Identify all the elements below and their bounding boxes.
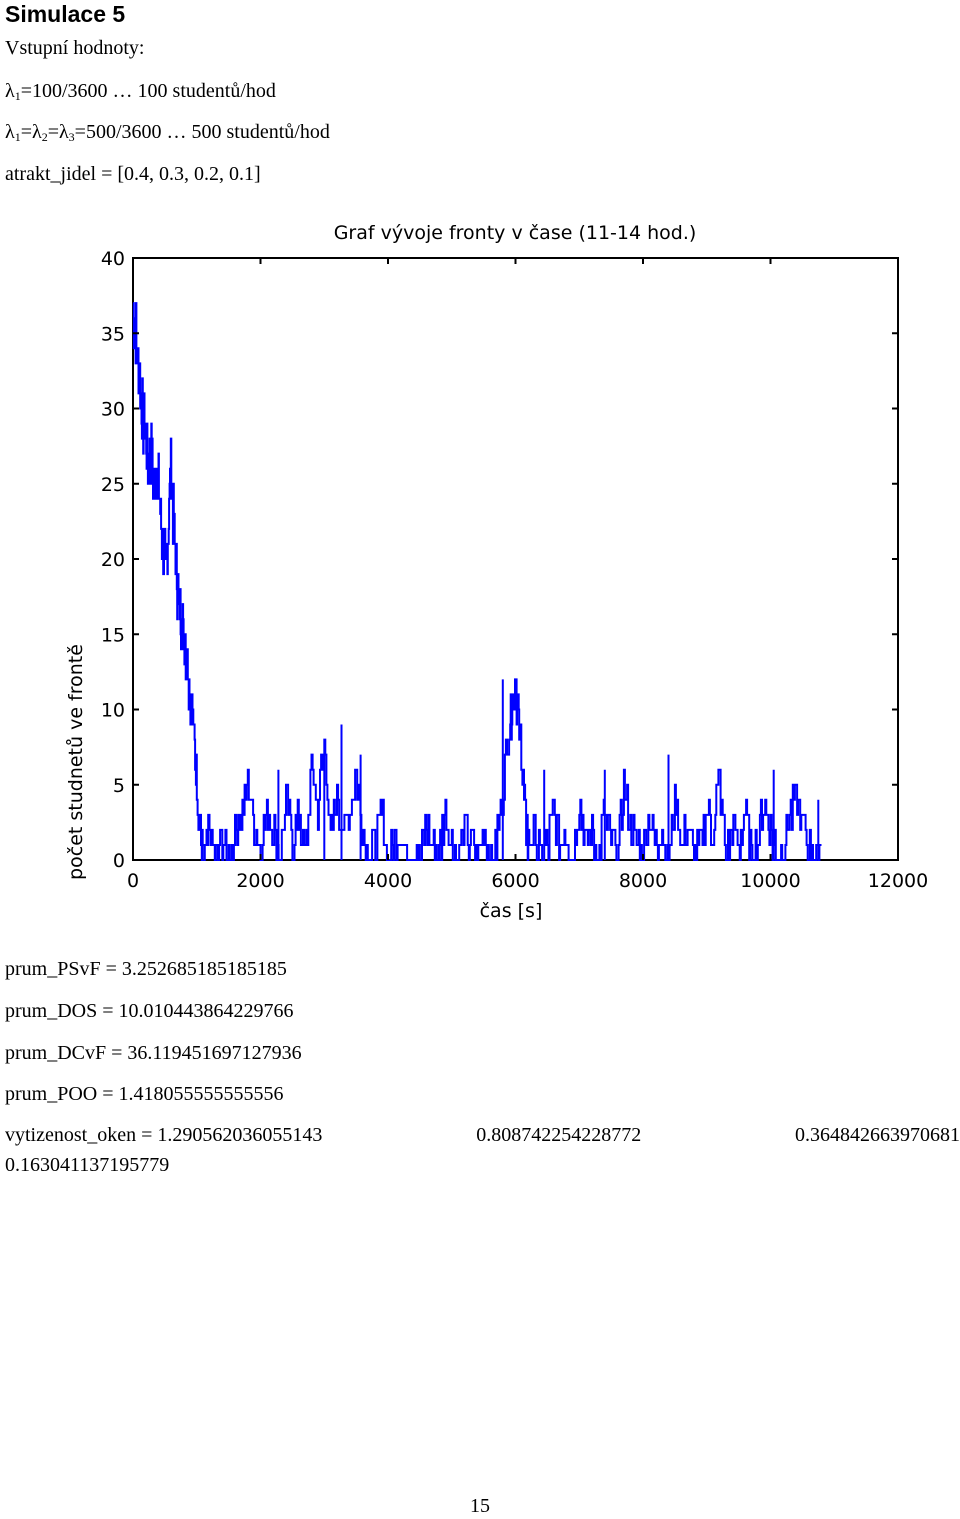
lambda-symbol: λ xyxy=(31,121,42,143)
y-tick-label: 25 xyxy=(101,474,125,496)
lambda-subscript: 1 xyxy=(14,89,21,103)
section-heading: Simulace 5 xyxy=(5,1,126,27)
result-dos: prum_DOS = 10.010443864229766 xyxy=(5,1000,294,1022)
queue-chart: Graf vývoje fronty v čase (11-14 hod.) 0… xyxy=(65,222,928,922)
lambda1-line: λ1=100/3600 … 100 studentů/hod xyxy=(5,79,276,103)
chart-title: Graf vývoje fronty v čase (11-14 hod.) xyxy=(334,222,697,244)
result-poo: prum_POO = 1.418055555555556 xyxy=(5,1083,284,1105)
atrakt-line: atrakt_jidel = [0.4, 0.3, 0.2, 0.1] xyxy=(5,163,261,185)
series-line xyxy=(132,302,822,861)
y-tick-label: 15 xyxy=(101,624,125,646)
lambda-symbol: λ xyxy=(5,80,15,102)
x-tick-label: 2000 xyxy=(236,870,284,892)
lambda-group-line: λ1=λ2=λ3=500/3600 … 500 studentů/hod xyxy=(5,120,330,144)
x-tick-label: 10000 xyxy=(740,870,800,892)
y-tick-label: 10 xyxy=(101,700,125,722)
page-number: 15 xyxy=(470,1495,490,1517)
result-psvf: prum_PSvF = 3.252685185185185 xyxy=(5,958,287,980)
y-tick-label: 5 xyxy=(113,775,125,797)
y-tick-label: 0 xyxy=(113,850,125,872)
equals-sign: = xyxy=(20,121,32,143)
lambda1-value: =100/3600 … 100 studentů/hod xyxy=(20,80,276,102)
utilization-label: vytizenost_oken = 1.290562036055143 xyxy=(5,1124,323,1146)
utilization-row: vytizenost_oken = 1.290562036055143 0.80… xyxy=(5,1123,960,1147)
x-tick-label: 6000 xyxy=(491,870,539,892)
utilization-value-wrap: 0.163041137195779 xyxy=(5,1154,170,1176)
x-tick-label: 8000 xyxy=(619,870,667,892)
y-tick-label: 40 xyxy=(101,248,125,270)
lambda-symbol: λ xyxy=(58,121,69,143)
lambda-subscript: 1 xyxy=(14,130,21,144)
x-tick-label: 12000 xyxy=(868,870,928,892)
plot-area: 0 2000 4000 6000 8000 10000 12000 0 5 10 15 20 25 30 3… xyxy=(101,248,928,892)
lambda-group-value: =500/3600 … 500 studentů/hod xyxy=(74,121,330,143)
equals-sign: = xyxy=(47,121,59,143)
x-tick-label: 0 xyxy=(127,870,139,892)
lambda-symbol: λ xyxy=(5,121,15,143)
inputs-title: Vstupní hodnoty: xyxy=(5,37,145,59)
utilization-value: 0.364842663970681 xyxy=(795,1124,960,1146)
lambda-subscript: 3 xyxy=(68,130,75,144)
y-axis-label: počet studnetů ve frontě xyxy=(65,644,87,880)
x-axis-label: čas [s] xyxy=(480,900,543,922)
utilization-value: 0.808742254228772 xyxy=(476,1124,642,1146)
y-tick-label: 35 xyxy=(101,323,125,345)
result-dcvf: prum_DCvF = 36.119451697127936 xyxy=(5,1042,302,1064)
lambda-subscript: 2 xyxy=(41,130,48,144)
y-tick-label: 20 xyxy=(101,549,125,571)
x-tick-label: 4000 xyxy=(364,870,412,892)
y-tick-label: 30 xyxy=(101,399,125,421)
